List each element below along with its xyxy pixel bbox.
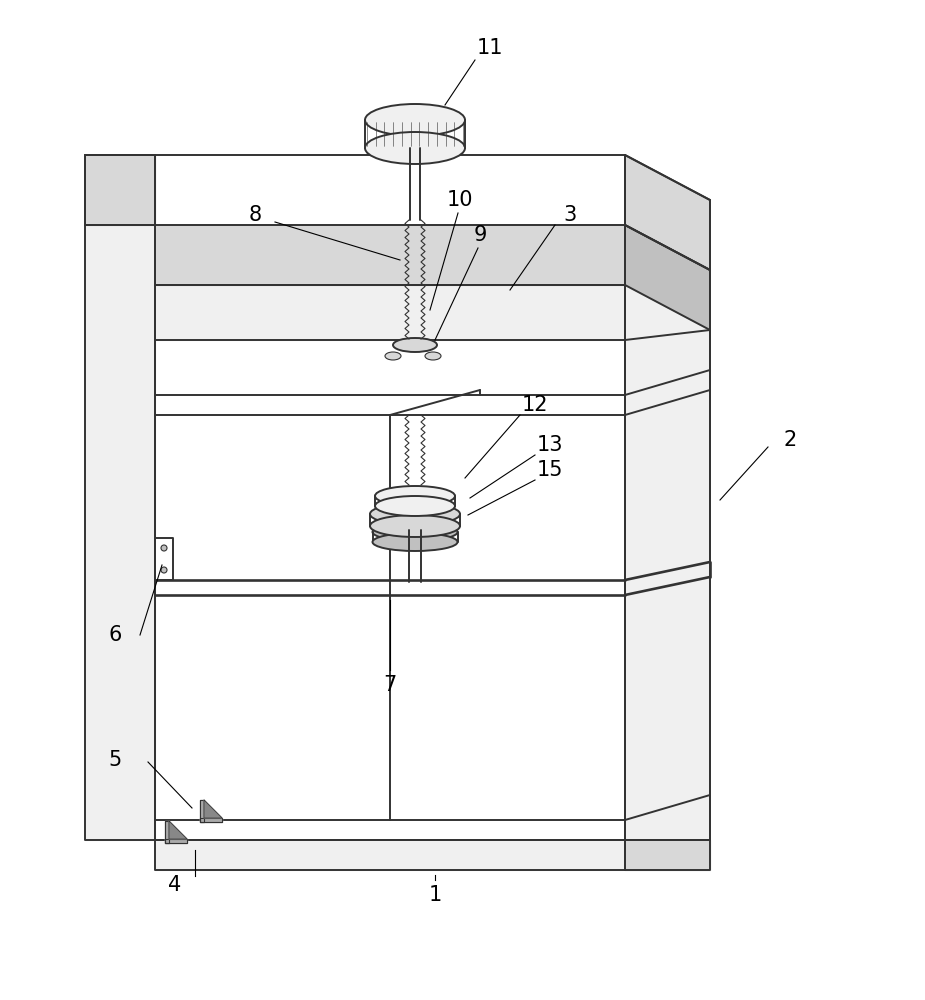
Polygon shape <box>625 155 710 270</box>
Text: 12: 12 <box>522 395 549 415</box>
Polygon shape <box>155 538 173 580</box>
Ellipse shape <box>425 352 441 360</box>
Ellipse shape <box>365 104 465 136</box>
Text: 11: 11 <box>476 38 503 58</box>
Ellipse shape <box>370 503 460 525</box>
Polygon shape <box>200 800 204 822</box>
Polygon shape <box>155 285 625 340</box>
Polygon shape <box>625 225 710 840</box>
Ellipse shape <box>375 496 455 516</box>
Polygon shape <box>155 840 625 870</box>
Ellipse shape <box>373 523 458 541</box>
Ellipse shape <box>385 352 401 360</box>
Polygon shape <box>165 821 169 843</box>
Ellipse shape <box>161 567 167 573</box>
Text: 4: 4 <box>168 875 181 895</box>
Text: 13: 13 <box>536 435 563 455</box>
Polygon shape <box>625 225 710 330</box>
Text: 10: 10 <box>447 190 474 210</box>
Text: 1: 1 <box>428 885 441 905</box>
Polygon shape <box>625 840 710 870</box>
Text: 2: 2 <box>783 430 796 450</box>
Ellipse shape <box>375 486 455 506</box>
Ellipse shape <box>393 338 437 352</box>
Text: 9: 9 <box>474 225 487 245</box>
Ellipse shape <box>370 515 460 537</box>
Text: 5: 5 <box>108 750 121 770</box>
Text: 7: 7 <box>383 675 397 695</box>
Ellipse shape <box>365 132 465 164</box>
Text: 6: 6 <box>108 625 122 645</box>
Polygon shape <box>155 225 625 285</box>
Text: 15: 15 <box>536 460 563 480</box>
Polygon shape <box>200 818 222 822</box>
Text: 3: 3 <box>563 205 576 225</box>
Polygon shape <box>169 821 187 839</box>
Polygon shape <box>85 225 155 840</box>
Polygon shape <box>165 839 187 843</box>
Ellipse shape <box>161 545 167 551</box>
Polygon shape <box>85 155 155 225</box>
Ellipse shape <box>373 533 458 551</box>
Text: 8: 8 <box>249 205 262 225</box>
Polygon shape <box>204 800 222 818</box>
